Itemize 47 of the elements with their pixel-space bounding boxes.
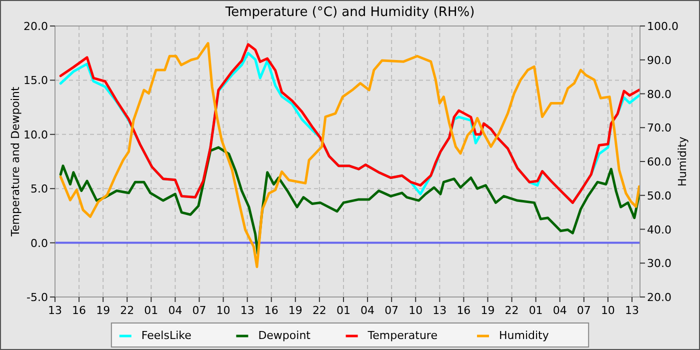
x-tick-label: 16 [264,304,278,317]
x-tick-label: 16 [456,304,471,317]
x-tick-label: 07 [192,304,206,317]
x-tick-label: 19 [480,304,495,317]
chart-title: Temperature (°C) and Humidity (RH%) [224,5,475,20]
x-tick-label: 10 [216,304,230,317]
x-tick-label: 04 [168,304,182,317]
y2-axis-title: Humidity [676,136,689,186]
y2-tick-label: 80.0 [647,88,672,101]
x-tick-label: 19 [288,304,302,317]
x-tick-label: 19 [96,304,110,317]
y-tick-label: 10.0 [24,128,48,142]
x-tick-label: 13 [432,304,447,317]
legend-label: Dewpoint [258,329,312,342]
x-tick-label: 01 [528,304,543,317]
legend-label: Temperature [366,329,438,342]
x-tick-label: 13 [48,304,62,317]
y-tick-label: 15.0 [24,74,48,88]
x-tick-label: 04 [552,304,567,317]
y-tick-label: 20.0 [24,20,48,33]
x-tick-label: 13 [624,304,639,317]
legend-label: FeelsLike [141,329,192,342]
x-tick-label: 04 [360,304,375,317]
y-tick-label: 0.0 [30,236,48,250]
y2-tick-label: 90.0 [647,54,672,67]
x-tick-label: 22 [312,304,326,317]
x-tick-label: 22 [504,304,519,317]
y2-tick-label: 30.0 [647,257,672,270]
y2-tick-label: 60.0 [647,156,672,168]
y-axis-title: Temperature and Dewpoint [9,86,22,238]
x-tick-label: 16 [72,304,86,317]
y2-tick-label: 40.0 [647,223,672,236]
y-tick-label: 5.0 [30,182,48,196]
y2-tick-label: 100.0 [647,20,678,33]
y2-tick-label: 50.0 [647,189,672,202]
legend-label: Humidity [499,329,550,342]
x-tick-label: 10 [408,304,423,317]
x-tick-label: 01 [144,304,158,317]
x-tick-label: 07 [384,304,399,317]
x-tick-label: 10 [600,304,615,317]
y-tick-label: -5.0 [26,291,48,304]
y2-tick-label: 70.0 [647,122,672,135]
x-tick-label: 01 [336,304,350,317]
y2-tick-label: 20.0 [647,291,672,304]
x-tick-label: 13 [240,304,254,317]
x-tick-label: 07 [576,304,591,317]
x-tick-label: 22 [120,304,134,317]
